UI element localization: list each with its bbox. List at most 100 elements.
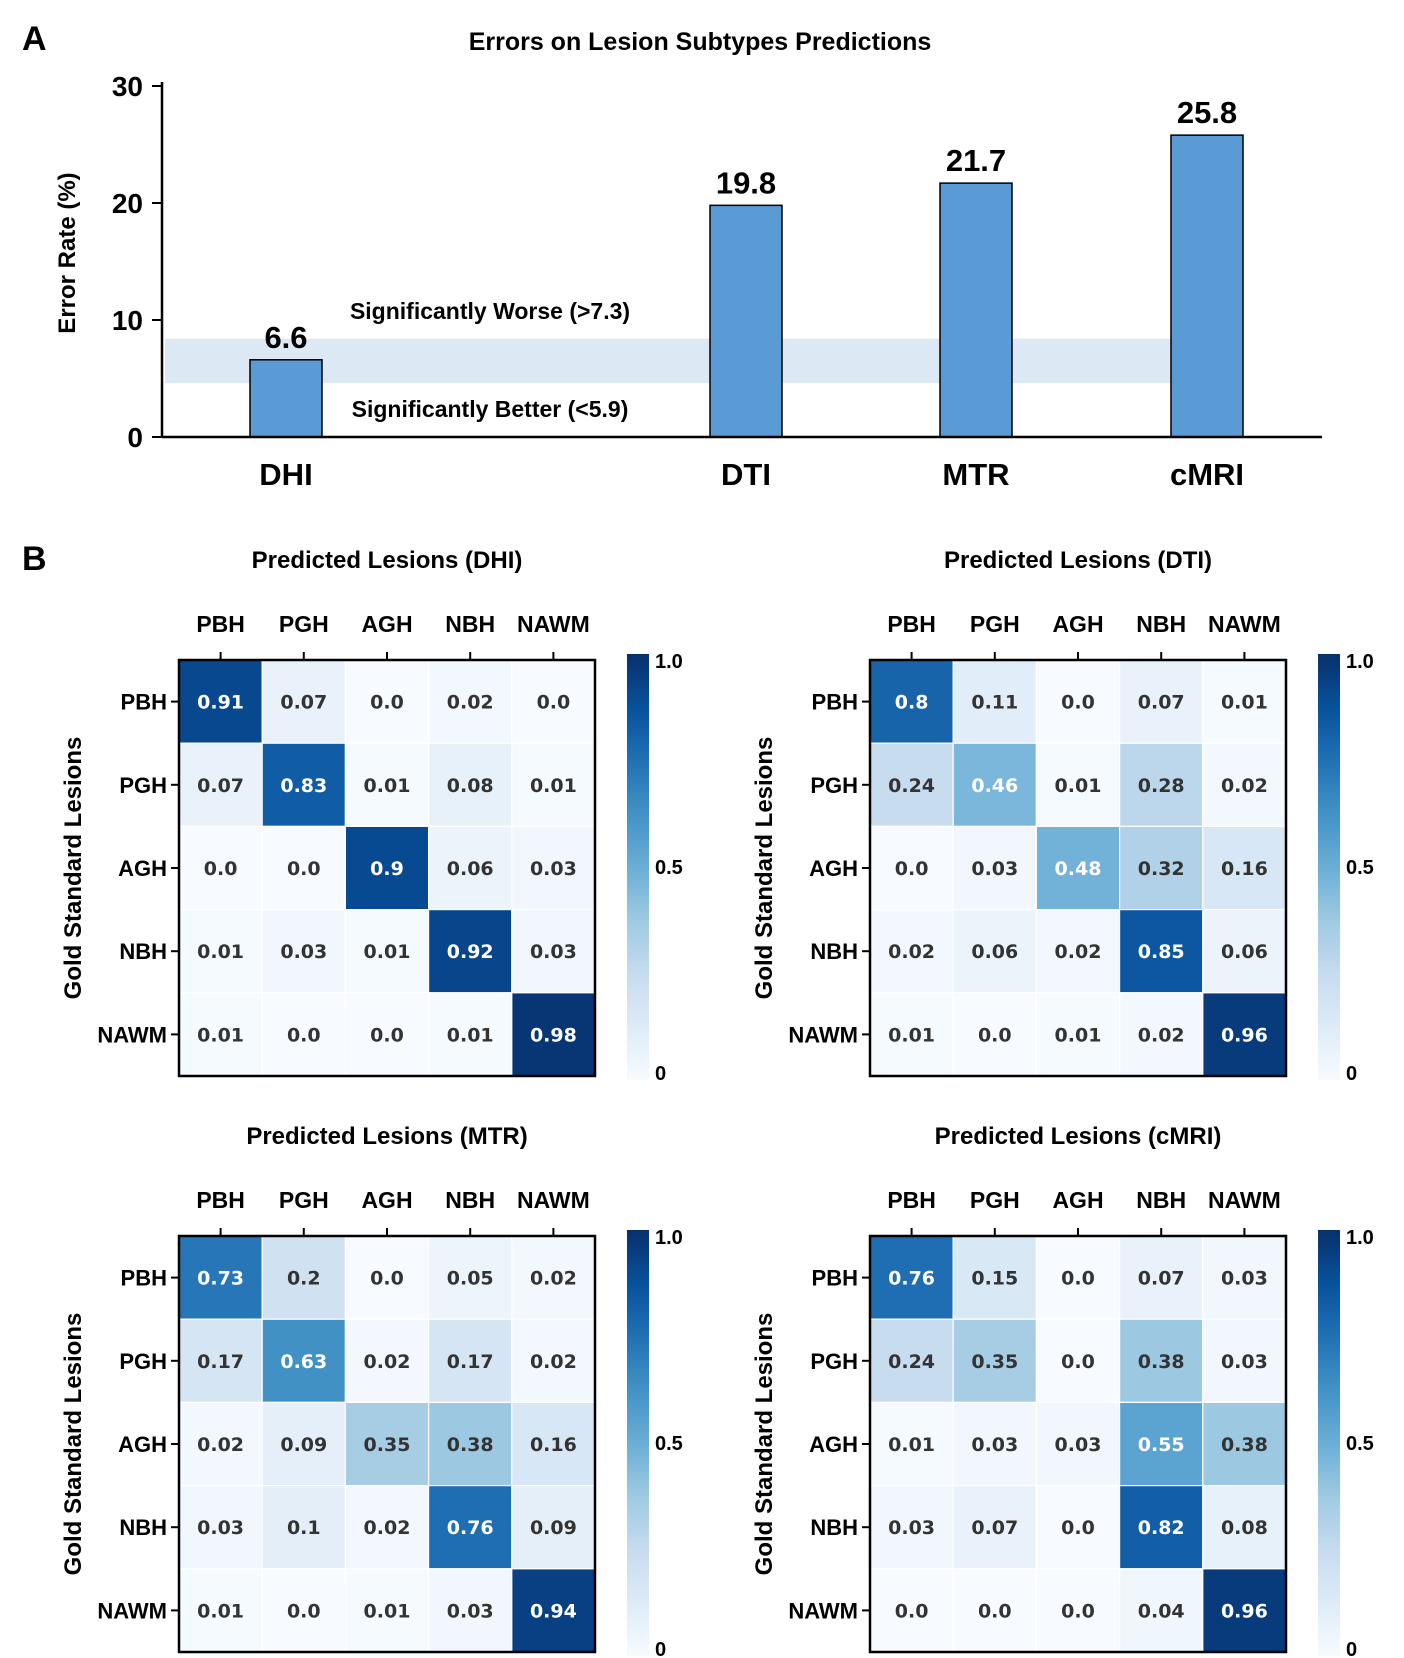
heatmap-cell-value: 0.02: [530, 1351, 577, 1373]
heatmap-cell: [428, 1568, 513, 1653]
colorbar-tick-label: 0: [655, 1063, 666, 1085]
row-label-pbh: PBH: [121, 690, 167, 715]
heatmap-cell: [1118, 742, 1204, 828]
heatmap-cell: [1202, 742, 1287, 828]
confusion-matrices: Predicted Lesions (DHI) Gold Standard Les…: [60, 547, 1374, 1658]
heatmap-cell-value: 0.38: [1138, 1351, 1185, 1373]
heatmap-cell: [952, 908, 1038, 994]
column-label-agh: AGH: [361, 611, 412, 637]
heatmap-cell: [511, 1568, 596, 1653]
heatmap-cell: [1035, 908, 1121, 994]
colorbar-tick-label: 1.0: [655, 651, 683, 673]
heatmap-cell-value: 0.03: [1055, 1434, 1102, 1456]
heatmap-cell-value: 0.0: [370, 692, 404, 714]
heatmap-y-axis-label: Gold Standard Lesions: [751, 737, 778, 1000]
heatmap-cell-value: 0.0: [1061, 692, 1095, 714]
heatmap-cell-value: 0.03: [971, 1434, 1018, 1456]
heatmap-cell-value: 0.07: [1138, 1268, 1185, 1290]
row-label-nawm: NAWM: [788, 1598, 858, 1623]
colorbar: [1318, 654, 1340, 1080]
bar-value-label-dti: 19.8: [716, 165, 776, 200]
heatmap-cell-value: 0.03: [530, 941, 577, 963]
colorbar-tick-label: 1.0: [1346, 1227, 1374, 1249]
row-label-agh: AGH: [809, 856, 858, 881]
heatmap-cell-value: 0.0: [1061, 1351, 1095, 1373]
heatmap-cell-value: 0.1: [287, 1517, 321, 1539]
heatmap-cell: [344, 742, 430, 828]
column-label-nawm: NAWM: [1208, 611, 1281, 637]
heatmap-cell-value: 0.94: [530, 1600, 577, 1622]
heatmap-cell-value: 0.03: [888, 1517, 935, 1539]
heatmap-cell-value: 0.0: [287, 1600, 321, 1622]
heatmap-cell: [1118, 1568, 1204, 1653]
heatmap-cell-value: 0.17: [197, 1351, 244, 1373]
heatmap-cell-value: 0.01: [197, 1600, 244, 1622]
row-label-agh: AGH: [118, 1432, 167, 1457]
heatmap-cell-value: 0.09: [530, 1517, 577, 1539]
heatmap-cell-value: 0.08: [1221, 1517, 1268, 1539]
heatmap-cell-value: 0.2: [287, 1268, 321, 1290]
heatmap-cell-value: 0.0: [1061, 1600, 1095, 1622]
heatmap-cell: [511, 825, 596, 911]
heatmap-cell: [428, 908, 513, 994]
heatmap-cell-value: 0.07: [197, 775, 244, 797]
row-label-nawm: NAWM: [97, 1598, 167, 1623]
heatmap-cell-value: 0.96: [1221, 1024, 1268, 1046]
heatmap-cell: [1035, 1568, 1121, 1653]
heatmap-cell-value: 0.05: [447, 1268, 494, 1290]
heatmap-cell: [428, 825, 513, 911]
heatmap-title: Predicted Lesions (DHI): [252, 547, 523, 574]
heatmap-cell: [1202, 1401, 1287, 1487]
heatmap-cell: [261, 1318, 347, 1403]
heatmap-cell-value: 0.85: [1138, 941, 1185, 963]
heatmap-cell: [1202, 1484, 1287, 1570]
heatmap-cell-value: 0.01: [530, 775, 577, 797]
y-tick-label-20: 20: [112, 188, 143, 219]
heatmap-cell: [428, 1235, 513, 1320]
heatmap-cell-value: 0.01: [364, 941, 411, 963]
heatmap-cell: [261, 742, 347, 828]
heatmap-cell: [344, 825, 430, 911]
bar-dti: [709, 204, 783, 438]
colorbar-tick-label: 0.5: [1346, 857, 1374, 879]
row-label-pgh: PGH: [119, 773, 167, 798]
heatmap-cell-value: 0.02: [1055, 941, 1102, 963]
colorbar: [627, 654, 649, 1080]
column-label-pbh: PBH: [196, 1187, 245, 1213]
heatmap-cell-value: 0.01: [447, 1024, 494, 1046]
heatmap-cell-value: 0.46: [971, 775, 1018, 797]
column-label-nawm: NAWM: [517, 611, 590, 637]
column-label-pbh: PBH: [887, 1187, 936, 1213]
heatmap-cell: [178, 1235, 263, 1320]
row-label-nawm: NAWM: [97, 1022, 167, 1047]
heatmap-cell-value: 0.28: [1138, 775, 1185, 797]
colorbar: [1318, 1230, 1340, 1656]
heatmap-cell-value: 0.76: [447, 1517, 494, 1539]
heatmap-cell: [1202, 908, 1287, 994]
heatmap-cell: [869, 1484, 954, 1570]
heatmap-cell-value: 0.02: [197, 1434, 244, 1456]
heatmap-y-axis-label: Gold Standard Lesions: [60, 737, 87, 1000]
bar-dhi: [249, 359, 323, 438]
heatmap-cell-value: 0.82: [1138, 1517, 1185, 1539]
heatmap-cell-value: 0.03: [197, 1517, 244, 1539]
colorbar-tick-label: 0: [1346, 1639, 1357, 1658]
row-label-pbh: PBH: [812, 1266, 858, 1291]
colorbar: [627, 1230, 649, 1656]
heatmap-cell: [1035, 1484, 1121, 1570]
row-label-nawm: NAWM: [788, 1022, 858, 1047]
heatmap-cell: [344, 908, 430, 994]
heatmap-cell-value: 0.8: [895, 692, 929, 714]
heatmap-cell-value: 0.06: [447, 858, 494, 880]
heatmap-cell-value: 0.35: [971, 1351, 1018, 1373]
colorbar-tick-label: 1.0: [655, 1227, 683, 1249]
heatmap-cell-value: 0.0: [370, 1268, 404, 1290]
heatmap-cell: [1202, 1568, 1287, 1653]
bar-value-label-cmri: 25.8: [1177, 95, 1237, 130]
heatmap-cell: [869, 1401, 954, 1487]
row-label-pbh: PBH: [121, 1266, 167, 1291]
heatmap-cell: [1118, 825, 1204, 911]
heatmap-cell: [952, 659, 1038, 744]
heatmap-cell: [178, 992, 263, 1077]
heatmap-cell-value: 0.92: [447, 941, 494, 963]
